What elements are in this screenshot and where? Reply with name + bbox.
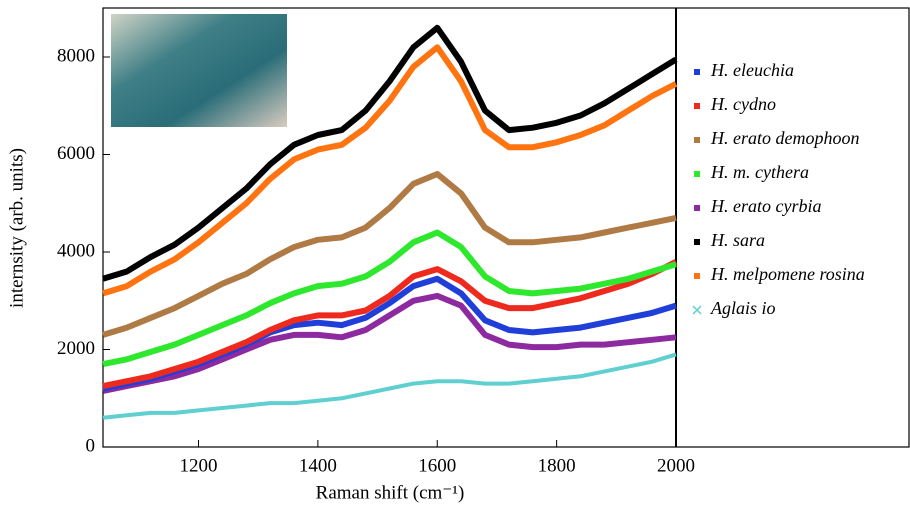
legend-label: H. cydno xyxy=(710,94,776,114)
frame xyxy=(102,7,910,448)
legend-marker xyxy=(694,239,700,245)
series-line xyxy=(102,24,678,282)
y-tick-label: 6000 xyxy=(57,143,95,164)
legend-marker xyxy=(694,137,700,143)
legend-marker xyxy=(694,205,700,211)
y-tick-label: 8000 xyxy=(57,45,95,66)
legend-marker xyxy=(694,103,700,109)
series-line xyxy=(102,352,677,420)
series-line xyxy=(102,44,678,297)
series-line xyxy=(102,259,678,390)
legend-label: H. m. cythera xyxy=(710,162,809,182)
y-tick-label: 0 xyxy=(86,435,96,456)
legend-label: H. erato cyrbia xyxy=(710,196,821,216)
y-tick-label: 4000 xyxy=(57,240,95,261)
y-tick-label: 2000 xyxy=(57,338,95,359)
legend-label: H. eleuchia xyxy=(710,60,794,80)
legend-marker xyxy=(694,171,700,177)
legend-label: H. erato demophoon xyxy=(710,128,859,148)
legend-label: H. melpomene rosina xyxy=(710,264,865,284)
x-tick-label: 2000 xyxy=(657,455,695,476)
x-axis-label: Raman shift (cm⁻¹) xyxy=(316,482,465,503)
legend-marker xyxy=(692,305,702,315)
legend-marker xyxy=(694,273,700,279)
x-tick-label: 1200 xyxy=(180,455,218,476)
legend-label: Aglais io xyxy=(710,298,776,318)
y-axis-label: internsity (arb. units) xyxy=(6,148,27,308)
x-tick-label: 1400 xyxy=(299,455,337,476)
legend-marker xyxy=(694,69,700,75)
x-tick-label: 1600 xyxy=(418,455,456,476)
series-line xyxy=(102,171,677,338)
x-tick-label: 1800 xyxy=(538,455,576,476)
inset-photo xyxy=(111,14,287,127)
series-line xyxy=(102,229,677,368)
series-line xyxy=(102,292,677,394)
legend-label: H. sara xyxy=(710,230,765,250)
